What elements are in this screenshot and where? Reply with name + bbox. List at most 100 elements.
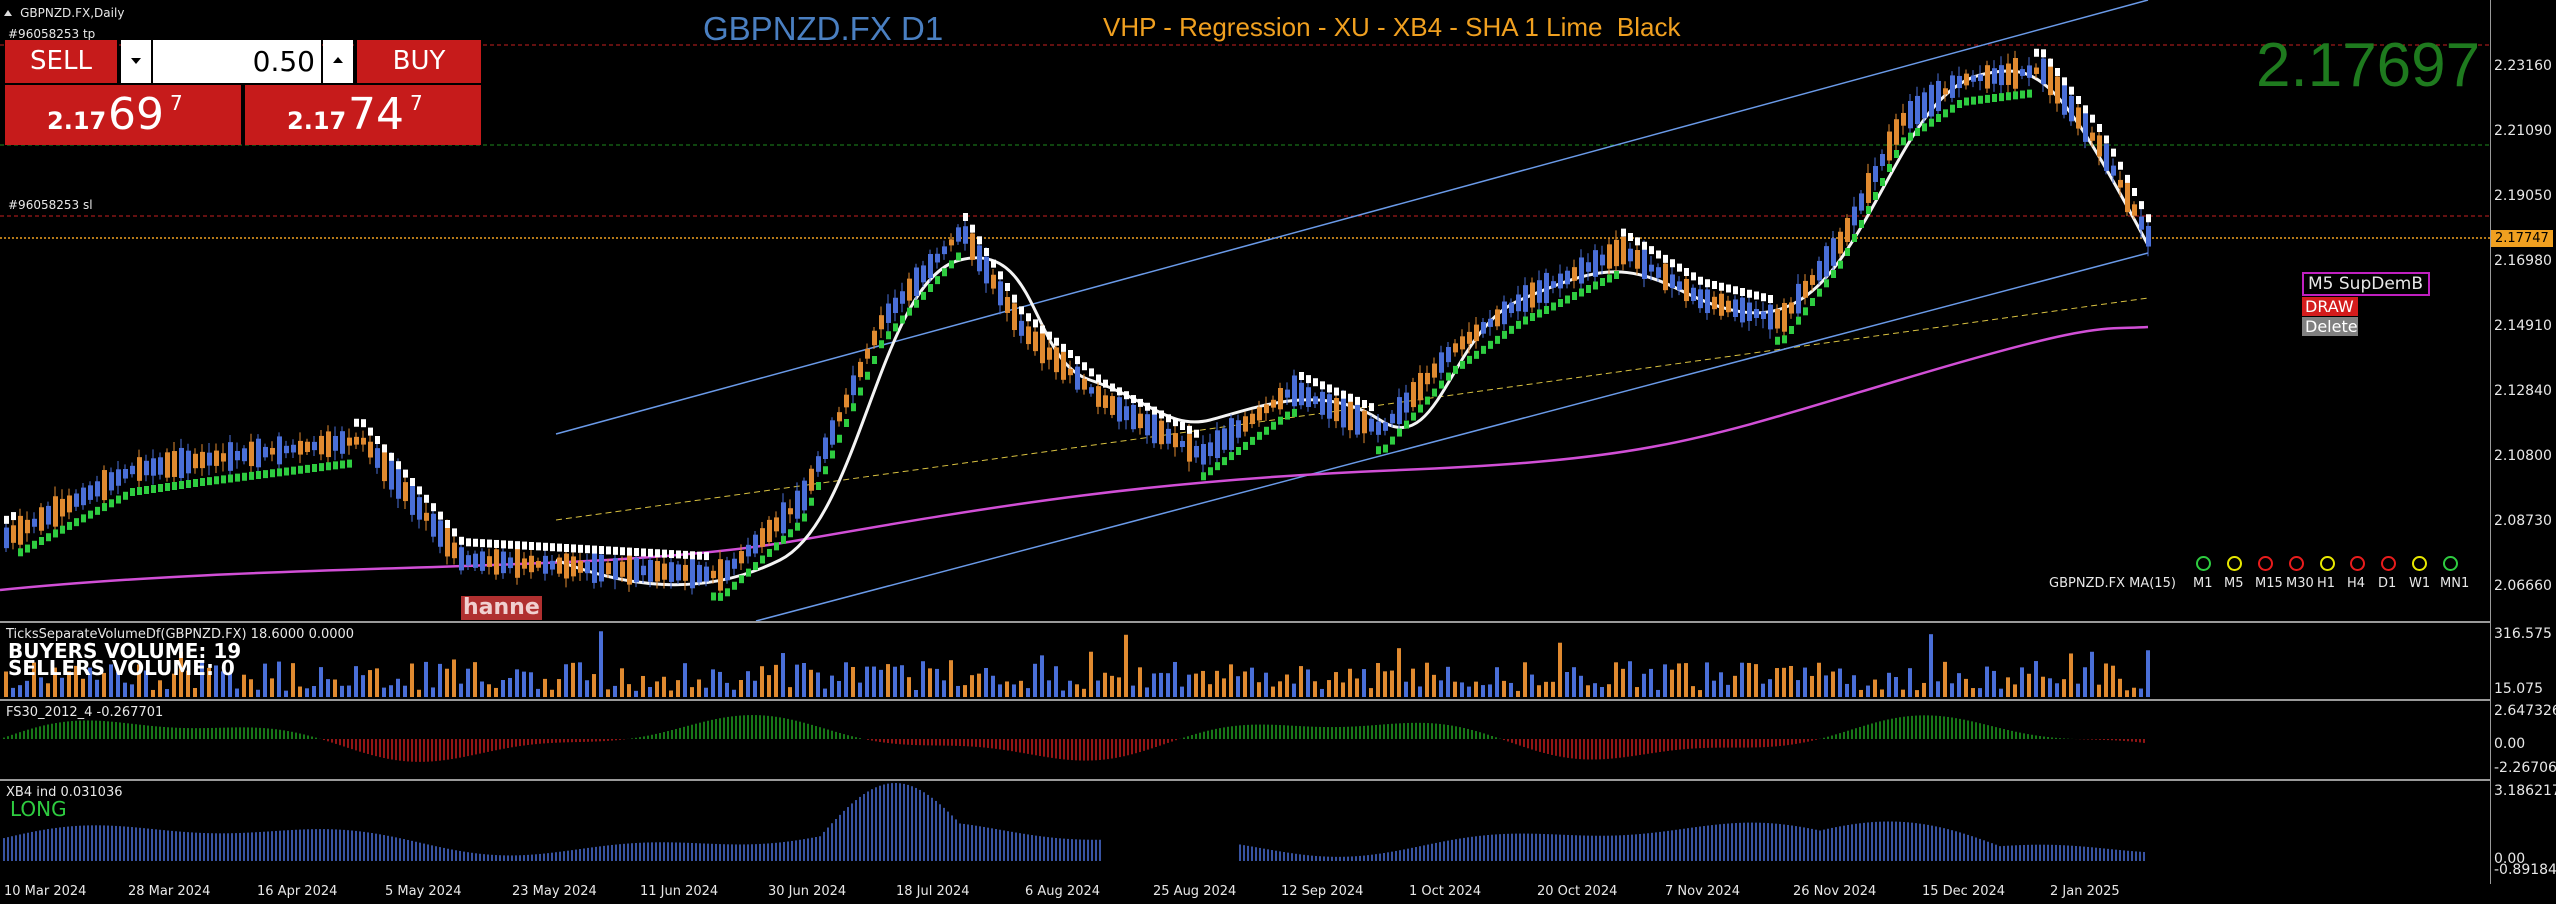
volume-bar xyxy=(578,662,582,697)
main-chart-pane[interactable]: GBPNZD.FX,Daily #96058253 tp #96058253 s… xyxy=(0,0,2490,623)
volume-bar xyxy=(2076,683,2080,697)
timeframe-status-icon[interactable] xyxy=(2412,556,2427,571)
candle-body xyxy=(60,498,65,517)
volume-bar xyxy=(1474,681,1478,697)
candle-body xyxy=(445,527,450,557)
ha-marker xyxy=(2104,135,2109,144)
volume-bar xyxy=(1614,662,1618,697)
buy-button[interactable]: BUY xyxy=(357,40,481,83)
xb4-pane[interactable]: XB4 ind 0.031036 LONG xyxy=(0,781,2490,884)
candle-body xyxy=(494,549,499,575)
price-axis-label: 2.08730 xyxy=(2494,513,2552,529)
timeframe-status-icon[interactable] xyxy=(2196,556,2211,571)
volume-bar xyxy=(1915,690,1919,697)
ha-marker xyxy=(1565,295,1570,304)
volume-bar xyxy=(270,678,274,697)
ha-marker xyxy=(746,568,751,577)
candle-body xyxy=(830,420,835,445)
volume-bar xyxy=(1250,667,1254,697)
timeframe-status-icon[interactable] xyxy=(2350,556,2365,571)
ha-marker xyxy=(46,533,51,542)
volume-bar xyxy=(1467,686,1471,697)
volume-bar xyxy=(319,667,323,697)
ha-marker xyxy=(1698,276,1703,285)
candle-body xyxy=(697,564,702,583)
candle-body xyxy=(221,453,226,462)
candle-body xyxy=(1005,297,1010,313)
ha-marker xyxy=(795,522,800,531)
candle-body xyxy=(95,481,100,497)
candle-body xyxy=(2125,181,2130,213)
candle-body xyxy=(928,253,933,279)
volume-bar xyxy=(732,689,736,697)
volume-bar xyxy=(249,679,253,697)
supdem-title[interactable]: M5 SupDemB xyxy=(2302,272,2430,296)
candle-body xyxy=(1789,302,1794,314)
ha-marker xyxy=(298,465,303,474)
collapse-arrow-icon[interactable] xyxy=(4,9,12,16)
volume-bar xyxy=(1117,677,1121,697)
buy-price-button[interactable]: 2.17 74 7 xyxy=(245,85,481,145)
ha-marker xyxy=(585,545,590,554)
candle-body xyxy=(788,508,793,515)
volume-bar xyxy=(564,664,568,697)
volume-bar xyxy=(277,661,281,697)
candle-body xyxy=(1467,331,1472,344)
ha-marker xyxy=(2097,124,2102,132)
volume-bar xyxy=(1740,662,1744,697)
ha-marker xyxy=(445,520,450,528)
ha-marker xyxy=(382,444,387,453)
candle-body xyxy=(1649,264,1654,272)
ha-marker xyxy=(88,510,93,519)
fs-oscillator-pane[interactable]: FS30_2012_4 -0.267701 xyxy=(0,701,2490,781)
price-axis[interactable] xyxy=(2490,0,2556,884)
candle-body xyxy=(1040,331,1045,364)
candle-body xyxy=(2104,144,2109,171)
volume-bar xyxy=(627,684,631,697)
candle-body xyxy=(1684,278,1689,302)
candle-body xyxy=(452,542,457,559)
sell-button[interactable]: SELL xyxy=(5,40,117,83)
volume-bar xyxy=(1670,669,1674,697)
ha-marker xyxy=(802,513,807,522)
supdem-draw-button[interactable]: DRAW xyxy=(2302,297,2358,316)
volume-bar xyxy=(1516,690,1520,697)
candle-body xyxy=(368,441,373,458)
candle-body xyxy=(1012,303,1017,331)
volume-bar xyxy=(592,674,596,697)
lot-decrease-button[interactable] xyxy=(121,40,151,83)
volume-pane[interactable]: TicksSeparateVolumeDf(GBPNZD.FX) 18.6000… xyxy=(0,623,2490,701)
volume-bar xyxy=(1327,680,1331,697)
volume-bar xyxy=(130,684,134,697)
timeframe-status-icon[interactable] xyxy=(2289,556,2304,571)
timeframe-status-icon[interactable] xyxy=(2381,556,2396,571)
ha-marker xyxy=(851,403,856,412)
candle-body xyxy=(1600,254,1605,266)
ha-marker xyxy=(683,550,688,559)
date-axis-label: 1 Oct 2024 xyxy=(1409,884,1482,899)
ha-marker xyxy=(1516,320,1521,329)
ha-marker xyxy=(942,268,947,277)
sell-price-button[interactable]: 2.17 69 7 xyxy=(5,85,241,145)
volume-bar xyxy=(900,665,904,697)
supdem-delete-button[interactable]: Delete xyxy=(2302,317,2358,336)
volume-bar xyxy=(984,667,988,697)
timeframe-status-icon[interactable] xyxy=(2258,556,2273,571)
volume-bar xyxy=(816,672,820,697)
fs-pane-title: FS30_2012_4 -0.267701 xyxy=(6,705,164,720)
volume-bar xyxy=(1761,683,1765,697)
timeframe-status-icon[interactable] xyxy=(2227,556,2242,571)
lot-size-input[interactable]: 0.50 xyxy=(153,40,321,83)
timeframe-status-icon[interactable] xyxy=(2443,556,2458,571)
xb4-pane-title: XB4 ind 0.031036 xyxy=(6,785,123,800)
volume-bar xyxy=(1390,670,1394,697)
timeframe-label: H4 xyxy=(2347,576,2366,591)
lot-increase-button[interactable] xyxy=(323,40,353,83)
timeframe-status-icon[interactable] xyxy=(2320,556,2335,571)
ha-marker xyxy=(1880,178,1885,186)
date-axis-label: 15 Dec 2024 xyxy=(1922,884,2006,899)
ha-marker xyxy=(1621,228,1626,237)
volume-bar xyxy=(4,671,8,697)
candle-body xyxy=(354,436,359,445)
candle-body xyxy=(921,265,926,283)
